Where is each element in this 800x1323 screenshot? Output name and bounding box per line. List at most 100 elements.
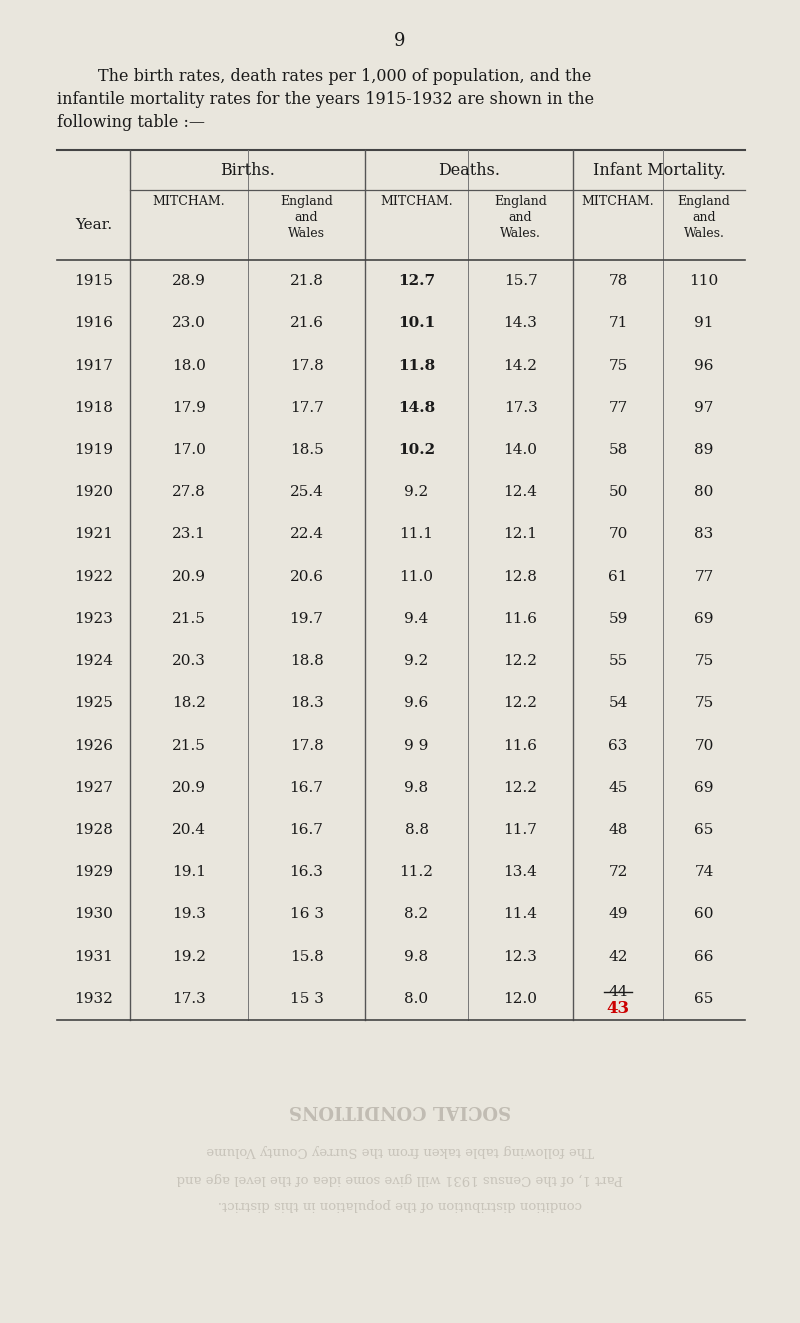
Text: 63: 63 [608,738,628,753]
Text: 11.2: 11.2 [399,865,434,880]
Text: 9.4: 9.4 [404,613,429,626]
Text: 9.8: 9.8 [405,950,429,963]
Text: 78: 78 [608,274,628,288]
Text: 44: 44 [608,984,628,999]
Text: 12.0: 12.0 [503,992,538,1005]
Text: 18.2: 18.2 [172,696,206,710]
Text: 8.2: 8.2 [405,908,429,921]
Text: 10.1: 10.1 [398,316,435,331]
Text: 17.0: 17.0 [172,443,206,456]
Text: 9.6: 9.6 [404,696,429,710]
Text: 11.4: 11.4 [503,908,538,921]
Text: 25.4: 25.4 [290,486,323,499]
Text: 1923: 1923 [74,613,113,626]
Text: 49: 49 [608,908,628,921]
Text: 17.9: 17.9 [172,401,206,415]
Text: England
and
Wales: England and Wales [280,194,333,239]
Text: 23.0: 23.0 [172,316,206,331]
Text: Infant Mortality.: Infant Mortality. [593,161,726,179]
Text: 96: 96 [694,359,714,373]
Text: 12.2: 12.2 [503,654,538,668]
Text: 69: 69 [694,613,714,626]
Text: 72: 72 [608,865,628,880]
Text: 21.8: 21.8 [290,274,323,288]
Text: 66: 66 [694,950,714,963]
Text: 1915: 1915 [74,274,113,288]
Text: 45: 45 [608,781,628,795]
Text: 1920: 1920 [74,486,113,499]
Text: 20.9: 20.9 [172,570,206,583]
Text: 14.8: 14.8 [398,401,435,415]
Text: 11.6: 11.6 [503,613,538,626]
Text: 48: 48 [608,823,628,837]
Text: 22.4: 22.4 [290,528,323,541]
Text: Year.: Year. [75,218,112,232]
Text: 65: 65 [694,823,714,837]
Text: 1924: 1924 [74,654,113,668]
Text: 11.0: 11.0 [399,570,434,583]
Text: 54: 54 [608,696,628,710]
Text: 16.7: 16.7 [290,781,323,795]
Text: MITCHAM.: MITCHAM. [582,194,654,208]
Text: 1921: 1921 [74,528,113,541]
Text: 1930: 1930 [74,908,113,921]
Text: Part 1, of the Census 1931 will give some idea of the level age and: Part 1, of the Census 1931 will give som… [177,1171,623,1184]
Text: MITCHAM.: MITCHAM. [380,194,453,208]
Text: Births.: Births. [220,161,275,179]
Text: 1926: 1926 [74,738,113,753]
Text: 12.1: 12.1 [503,528,538,541]
Text: 9.2: 9.2 [404,486,429,499]
Text: 70: 70 [608,528,628,541]
Text: 1918: 1918 [74,401,113,415]
Text: 60: 60 [694,908,714,921]
Text: 17.8: 17.8 [290,738,323,753]
Text: 21.6: 21.6 [290,316,323,331]
Text: 11.7: 11.7 [503,823,538,837]
Text: 77: 77 [608,401,628,415]
Text: 74: 74 [694,865,714,880]
Text: 70: 70 [694,738,714,753]
Text: 77: 77 [694,570,714,583]
Text: 18.0: 18.0 [172,359,206,373]
Text: 1928: 1928 [74,823,113,837]
Text: 1925: 1925 [74,696,113,710]
Text: 18.3: 18.3 [290,696,323,710]
Text: 21.5: 21.5 [172,613,206,626]
Text: 20.9: 20.9 [172,781,206,795]
Text: 75: 75 [694,654,714,668]
Text: 91: 91 [694,316,714,331]
Text: England
and
Wales.: England and Wales. [678,194,730,239]
Text: 50: 50 [608,486,628,499]
Text: 1932: 1932 [74,992,113,1005]
Text: 27.8: 27.8 [172,486,206,499]
Text: 12.2: 12.2 [503,781,538,795]
Text: SOCIAL CONDITIONS: SOCIAL CONDITIONS [289,1101,511,1119]
Text: 1916: 1916 [74,316,113,331]
Text: 97: 97 [694,401,714,415]
Text: 12.4: 12.4 [503,486,538,499]
Text: 15 3: 15 3 [290,992,323,1005]
Text: 75: 75 [608,359,628,373]
Text: 12.8: 12.8 [503,570,538,583]
Text: 75: 75 [694,696,714,710]
Text: 14.2: 14.2 [503,359,538,373]
Text: 43: 43 [606,1000,630,1017]
Text: 80: 80 [694,486,714,499]
Text: 42: 42 [608,950,628,963]
Text: 12.7: 12.7 [398,274,435,288]
Text: 89: 89 [694,443,714,456]
Text: 15.7: 15.7 [504,274,538,288]
Text: 58: 58 [608,443,628,456]
Text: MITCHAM.: MITCHAM. [153,194,226,208]
Text: 11.1: 11.1 [399,528,434,541]
Text: 83: 83 [694,528,714,541]
Text: 18.8: 18.8 [290,654,323,668]
Text: England
and
Wales.: England and Wales. [494,194,547,239]
Text: 71: 71 [608,316,628,331]
Text: 18.5: 18.5 [290,443,323,456]
Text: 55: 55 [608,654,628,668]
Text: 10.2: 10.2 [398,443,435,456]
Text: condition distribution of the population in this district.: condition distribution of the population… [218,1199,582,1212]
Text: 19.7: 19.7 [290,613,323,626]
Text: The birth rates, death rates per 1,000 of population, and the: The birth rates, death rates per 1,000 o… [57,67,591,85]
